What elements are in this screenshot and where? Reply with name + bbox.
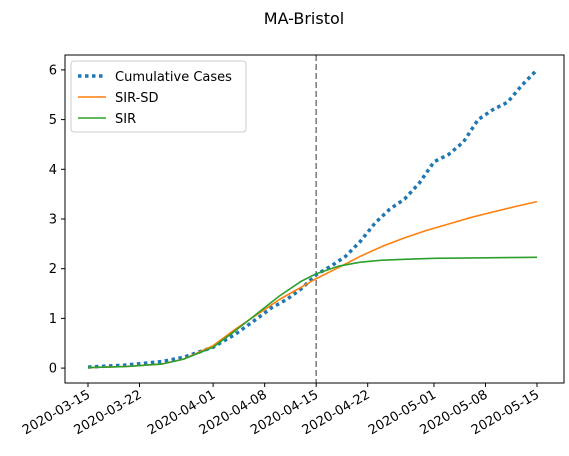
plot-area xyxy=(64,54,565,384)
y-tick-label: 6 xyxy=(49,63,57,78)
series-line-cumulative-cases xyxy=(87,68,539,369)
legend-label: Cumulative Cases xyxy=(115,70,232,85)
y-tick-label: 5 xyxy=(49,113,57,128)
y-tick-label: 3 xyxy=(49,213,57,228)
legend: Cumulative Cases SIR-SD SIR xyxy=(70,60,247,133)
legend-box xyxy=(70,60,247,133)
y-tick-label: 2 xyxy=(49,262,57,277)
y-axis: 0 1 2 3 4 5 6 xyxy=(49,63,65,377)
series-line-sir-sd xyxy=(87,200,538,369)
legend-label: SIR xyxy=(115,112,136,127)
series-line-sir xyxy=(87,256,538,369)
y-tick-label: 4 xyxy=(49,163,57,178)
chart-title: MA-Bristol xyxy=(264,9,344,28)
y-tick-label: 1 xyxy=(49,312,57,327)
legend-label: SIR-SD xyxy=(115,91,159,106)
y-tick-label: 0 xyxy=(49,362,57,377)
